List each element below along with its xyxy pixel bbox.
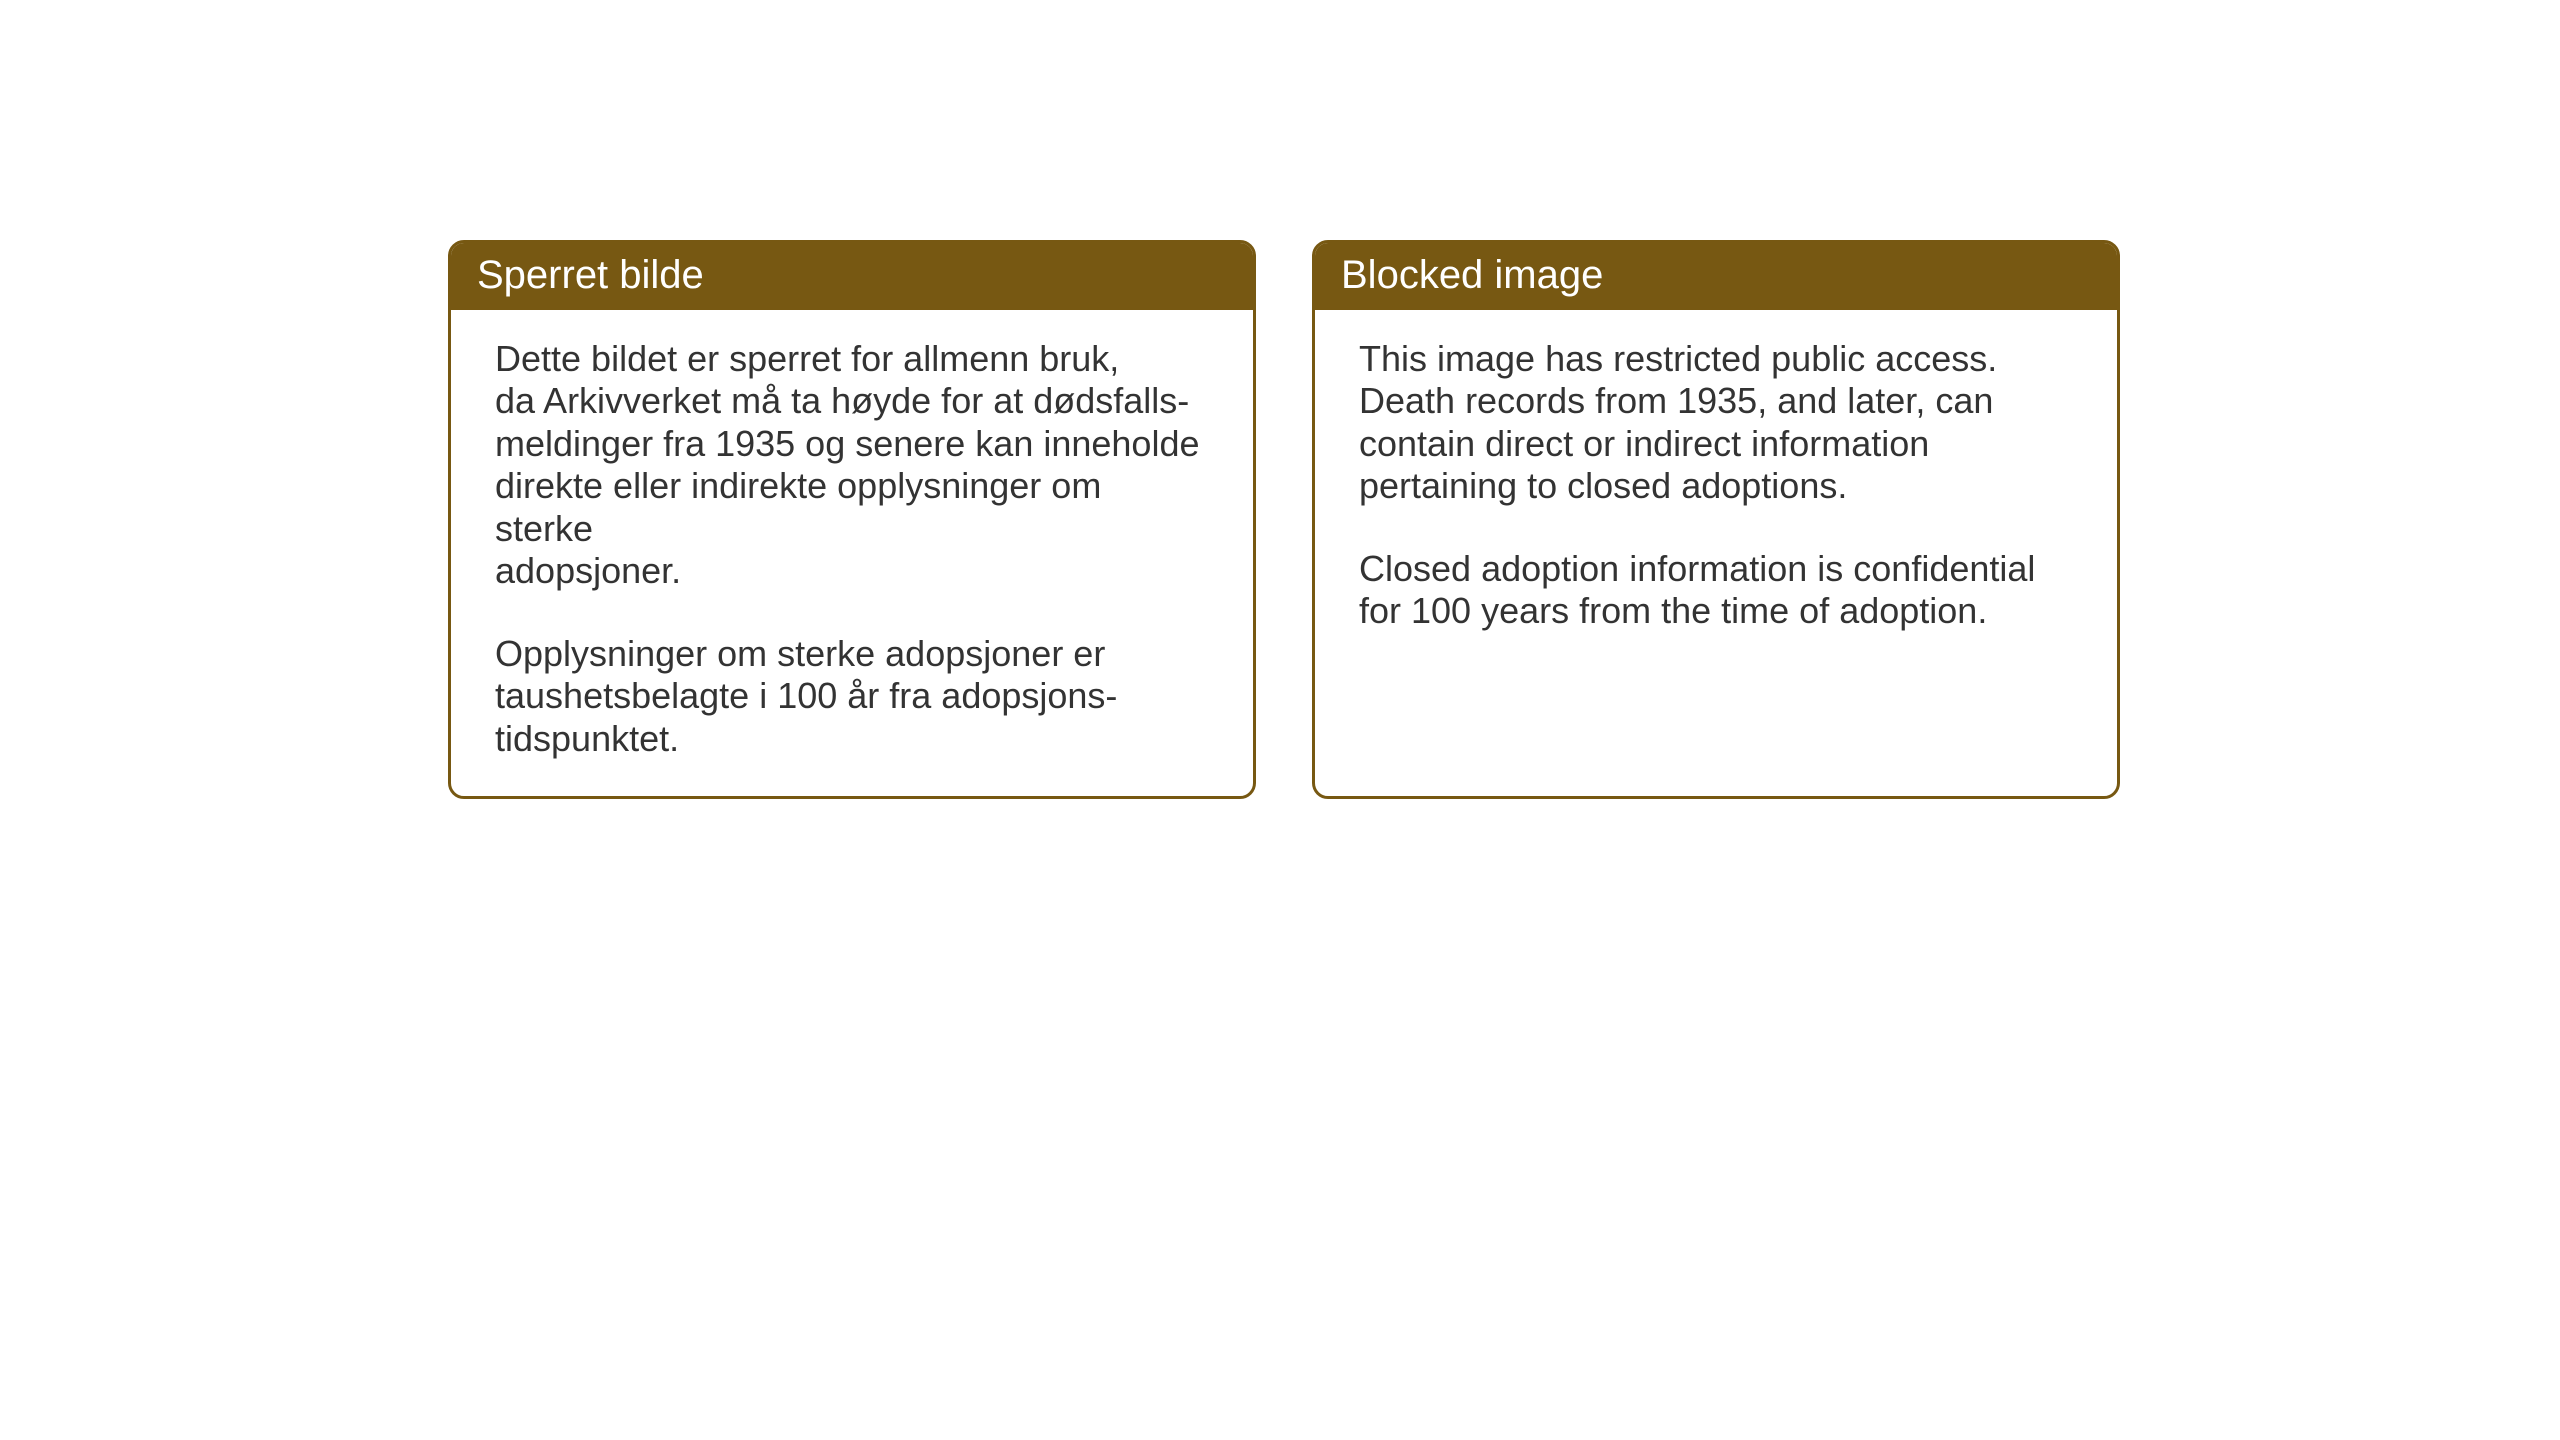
card-text-line: direkte eller indirekte opplysninger om … bbox=[495, 465, 1101, 548]
card-text-english-p2: Closed adoption information is confident… bbox=[1359, 548, 2073, 633]
card-text-line: Dette bildet er sperret for allmenn bruk… bbox=[495, 338, 1119, 379]
card-text-line: Death records from 1935, and later, can bbox=[1359, 380, 1993, 421]
card-text-norwegian-p2: Opplysninger om sterke adopsjoner er tau… bbox=[495, 633, 1209, 760]
card-header-norwegian: Sperret bilde bbox=[451, 243, 1253, 310]
card-text-line: tidspunktet. bbox=[495, 718, 679, 759]
notice-card-norwegian: Sperret bilde Dette bildet er sperret fo… bbox=[448, 240, 1256, 799]
card-text-line: contain direct or indirect information bbox=[1359, 423, 1929, 464]
card-text-line: for 100 years from the time of adoption. bbox=[1359, 590, 1987, 631]
card-text-line: meldinger fra 1935 og senere kan innehol… bbox=[495, 423, 1200, 464]
card-text-line: da Arkivverket må ta høyde for at dødsfa… bbox=[495, 380, 1189, 421]
notice-card-container: Sperret bilde Dette bildet er sperret fo… bbox=[448, 240, 2120, 799]
card-body-norwegian: Dette bildet er sperret for allmenn bruk… bbox=[451, 310, 1253, 796]
card-body-english: This image has restricted public access.… bbox=[1315, 310, 2117, 669]
card-text-line: This image has restricted public access. bbox=[1359, 338, 1997, 379]
card-text-norwegian-p1: Dette bildet er sperret for allmenn bruk… bbox=[495, 338, 1209, 593]
card-text-english-p1: This image has restricted public access.… bbox=[1359, 338, 2073, 508]
notice-card-english: Blocked image This image has restricted … bbox=[1312, 240, 2120, 799]
card-text-line: taushetsbelagte i 100 år fra adopsjons- bbox=[495, 675, 1117, 716]
paragraph-spacer bbox=[495, 593, 1209, 633]
card-text-line: pertaining to closed adoptions. bbox=[1359, 465, 1847, 506]
card-text-line: adopsjoner. bbox=[495, 550, 681, 591]
card-text-line: Opplysninger om sterke adopsjoner er bbox=[495, 633, 1105, 674]
card-title-english: Blocked image bbox=[1341, 253, 2091, 298]
card-header-english: Blocked image bbox=[1315, 243, 2117, 310]
paragraph-spacer bbox=[1359, 508, 2073, 548]
card-title-norwegian: Sperret bilde bbox=[477, 253, 1227, 298]
card-text-line: Closed adoption information is confident… bbox=[1359, 548, 2035, 589]
